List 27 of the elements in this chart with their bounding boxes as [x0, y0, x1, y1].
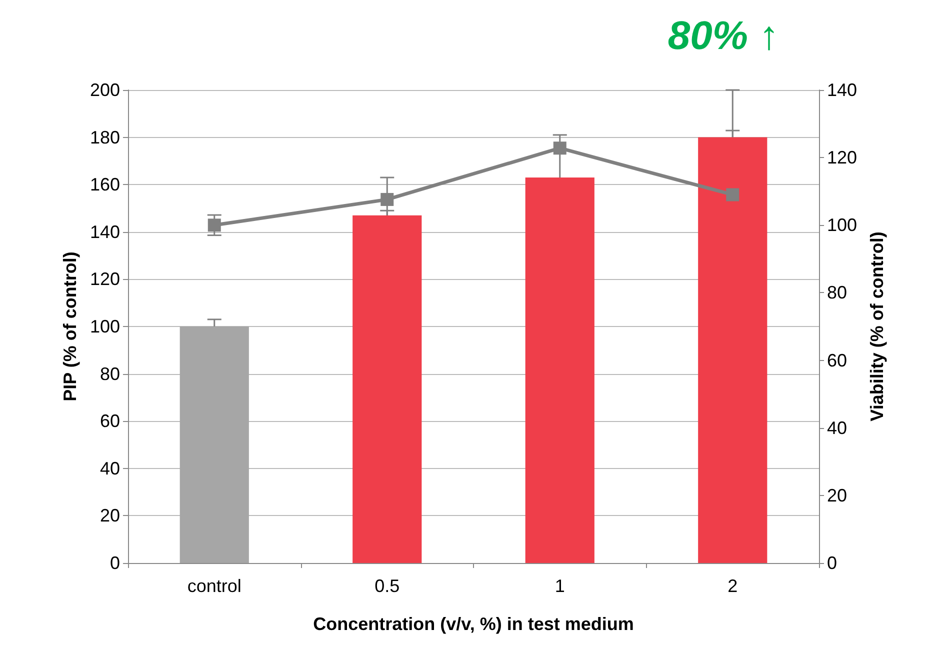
y-tick-label: 0 — [110, 553, 120, 573]
y-tick-label: 20 — [100, 506, 120, 526]
y-tick-label: 160 — [90, 174, 120, 195]
y2-tick-label: 120 — [827, 148, 858, 168]
y-tick-label: 140 — [90, 222, 120, 242]
y2-tick-label: 80 — [827, 282, 848, 303]
x-tick-label: 0.5 — [374, 576, 400, 596]
y-tick-label: 180 — [90, 127, 120, 148]
x-tick-label: control — [187, 576, 242, 596]
y2-axis-title: Viability (% of control) — [866, 232, 887, 422]
y-axis-title: PIP (% of control) — [60, 252, 80, 402]
y-tick-label: 200 — [90, 80, 120, 100]
x-axis-title: Concentration (v/v, %) in test medium — [313, 614, 634, 634]
y2-tick-label: 140 — [827, 80, 858, 100]
y2-tick-label: 40 — [827, 418, 848, 438]
y2-tick-label: 20 — [827, 485, 848, 506]
y2-tick-label: 0 — [827, 553, 838, 573]
y2-tick-label: 60 — [827, 350, 848, 370]
x-tick-label: 2 — [728, 576, 738, 596]
y-tick-label: 100 — [90, 316, 120, 336]
y-tick-label: 80 — [100, 364, 120, 384]
y2-tick-label: 100 — [827, 215, 858, 236]
y-tick-label: 120 — [90, 269, 120, 290]
y-tick-label: 60 — [100, 411, 120, 432]
x-tick-label: 1 — [554, 576, 565, 596]
y-tick-label: 40 — [100, 458, 120, 478]
text: 80% ↑ — [668, 14, 779, 58]
